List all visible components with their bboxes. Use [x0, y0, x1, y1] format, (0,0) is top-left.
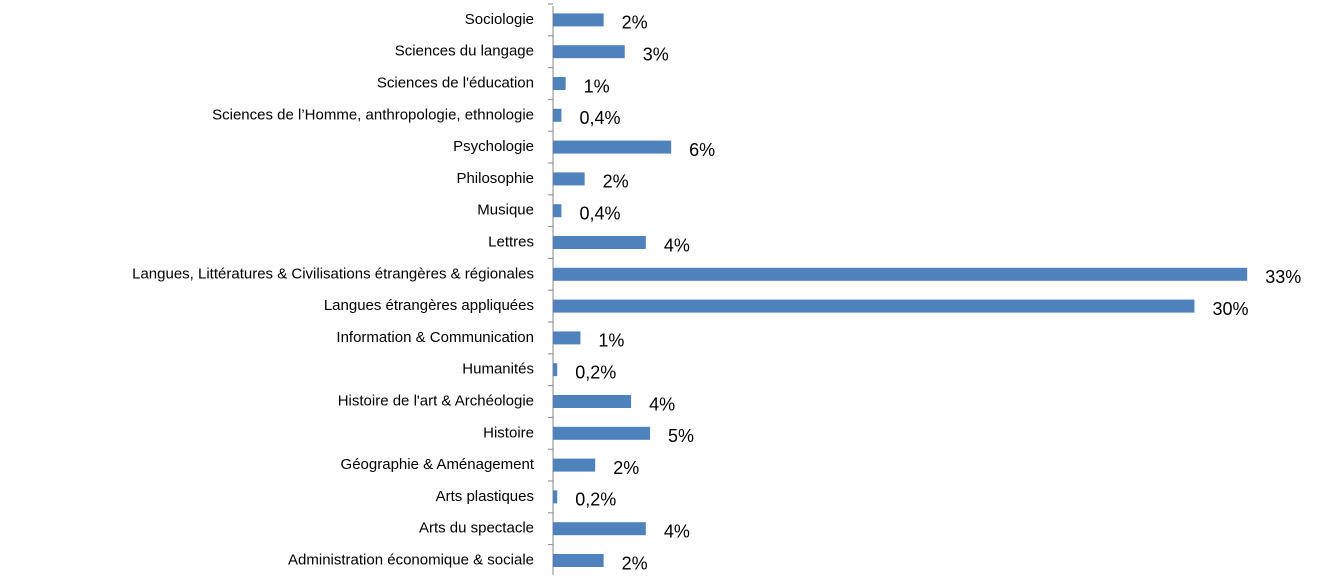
- bar: [553, 108, 562, 122]
- category-label: Humanités: [462, 361, 534, 378]
- category-label: Administration économique & sociale: [288, 551, 534, 568]
- category-label: Philosophie: [456, 170, 534, 187]
- category-label: Lettres: [488, 233, 534, 250]
- category-label: Psychologie: [453, 138, 534, 155]
- data-label: 30%: [1212, 299, 1248, 319]
- category-label: Sciences de l'éducation: [377, 74, 534, 91]
- data-label: 4%: [664, 235, 690, 255]
- data-label: 0,2%: [575, 362, 616, 382]
- bar: [553, 395, 632, 408]
- bar: [553, 13, 604, 27]
- data-label: 2%: [603, 172, 629, 192]
- bar: [553, 490, 558, 504]
- category-label: Arts plastiques: [436, 488, 534, 505]
- bar: [553, 458, 596, 472]
- data-label: 4%: [649, 394, 675, 414]
- bar: [553, 140, 672, 154]
- category-label: Arts du spectacle: [419, 520, 534, 537]
- bar: [553, 45, 625, 59]
- bar: [553, 77, 566, 90]
- data-label: 2%: [622, 13, 648, 33]
- data-label: 0,4%: [579, 203, 620, 223]
- category-label: Sociologie: [465, 11, 534, 28]
- data-label: 5%: [668, 426, 694, 446]
- category-label: Histoire: [483, 424, 534, 441]
- data-label: 1%: [598, 331, 624, 351]
- data-label: 2%: [622, 553, 648, 573]
- data-label: 1%: [584, 76, 610, 96]
- bar: [553, 522, 646, 536]
- bar: [553, 426, 651, 440]
- bar: [553, 204, 562, 218]
- bar: [553, 299, 1195, 313]
- data-label: 6%: [689, 140, 715, 160]
- bar: [553, 236, 646, 249]
- data-label: 4%: [664, 521, 690, 541]
- bar: [553, 554, 604, 567]
- data-label: 0,2%: [575, 490, 616, 510]
- bar: [553, 172, 585, 186]
- category-label: Histoire de l'art & Archéologie: [338, 392, 534, 409]
- category-label: Langues étrangères appliquées: [324, 297, 534, 314]
- bar: [553, 363, 558, 377]
- bar: [553, 267, 1248, 281]
- category-label: Information & Communication: [336, 329, 534, 346]
- data-label: 2%: [613, 458, 639, 478]
- data-label: 3%: [643, 44, 669, 64]
- category-label: Musique: [477, 202, 534, 219]
- data-label: 33%: [1265, 267, 1301, 287]
- category-label: Sciences de l’Homme, anthropologie, ethn…: [212, 106, 534, 123]
- category-label: Géographie & Aménagement: [341, 456, 535, 473]
- category-label: Sciences du langage: [395, 43, 534, 60]
- data-label: 0,4%: [579, 108, 620, 128]
- bar: [553, 331, 581, 345]
- category-label: Langues, Littératures & Civilisations ét…: [132, 265, 534, 282]
